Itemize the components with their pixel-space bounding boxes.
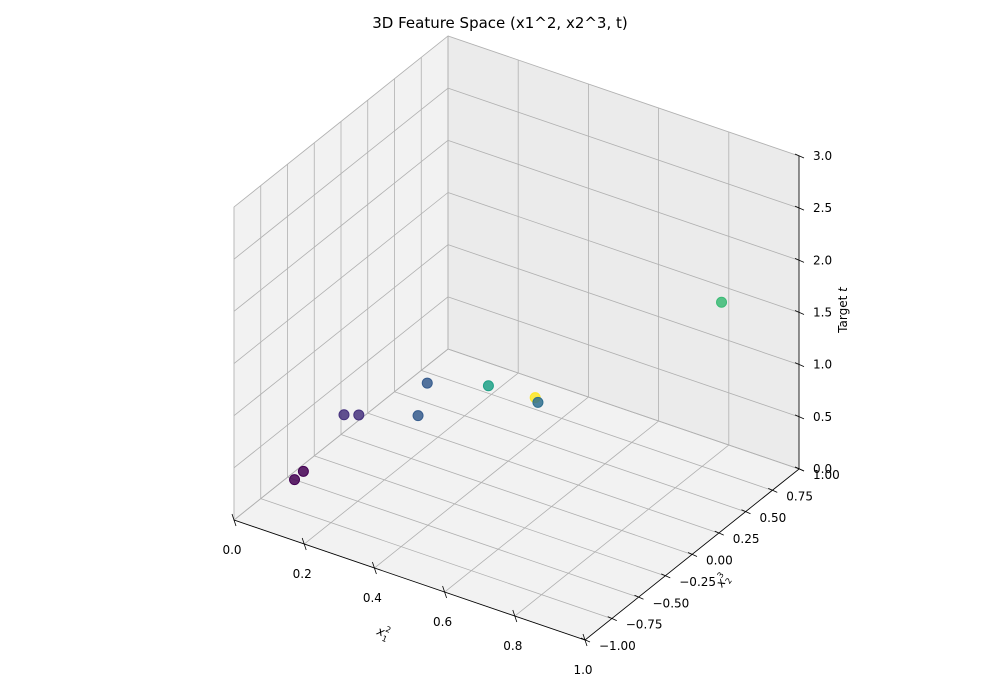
z-grid-left — [233, 348, 449, 521]
z-tick-mark — [794, 414, 805, 420]
y-tick-label: 0.50 — [760, 511, 787, 525]
x-tick-label: 0.8 — [503, 639, 522, 653]
y-tick-label: 0.25 — [733, 532, 760, 546]
z-tick-mark — [794, 310, 805, 315]
y-grid-floor — [367, 412, 719, 534]
z-grid-back — [447, 296, 800, 418]
x-tick-mark — [512, 609, 518, 623]
z-tick-mark — [794, 205, 805, 211]
y-tick-mark — [607, 616, 617, 621]
data-point — [482, 380, 494, 392]
y-tick-mark — [580, 637, 591, 643]
z-grid-back — [447, 87, 800, 209]
z-tick-mark — [794, 153, 805, 159]
z-tick-mark — [794, 466, 805, 472]
z-grid-left — [233, 192, 449, 364]
z-tick-label: 0.5 — [813, 410, 832, 424]
axis-group: 0.0 0.2 0.4 0.6 0.8 1.0 −1.00 −0.75 −0.50 −0.25 0.… — [222, 149, 839, 677]
data-point — [716, 296, 728, 308]
x-tick-mark — [372, 561, 377, 575]
x-tick-label: 0.0 — [222, 543, 241, 557]
data-point — [297, 465, 309, 477]
y-axis-label: x23 — [711, 570, 734, 592]
points-group — [289, 296, 728, 486]
pane-group — [232, 34, 801, 641]
y-tick-label: 1.00 — [813, 468, 840, 482]
y-tick-mark — [741, 509, 751, 515]
y-tick-label: −0.50 — [653, 596, 690, 610]
x-tick-label: 0.6 — [433, 615, 452, 629]
z-grid-back — [447, 139, 800, 261]
z-tick-mark — [794, 257, 805, 263]
y-tick-mark — [714, 530, 724, 536]
y-tick-label: −0.25 — [679, 575, 716, 589]
x-tick-label: 0.2 — [293, 567, 312, 581]
data-point — [338, 409, 350, 421]
x-tick-label: 0.4 — [363, 591, 382, 605]
x-tick-mark — [442, 585, 447, 599]
z-tick-label: 0.0 — [813, 462, 832, 476]
z-grid-left — [233, 296, 449, 469]
z-grid-back — [447, 192, 800, 313]
chart-title: 3D Feature Space (x1^2, x2^3, t) — [372, 14, 628, 32]
data-point — [289, 474, 301, 486]
x-axis-label: x12 — [373, 622, 392, 645]
y-tick-mark — [768, 488, 778, 493]
z-tick-label: 3.0 — [813, 149, 832, 163]
z-grid-left — [233, 140, 449, 312]
z-grid-left — [233, 244, 449, 416]
y-grid-floor — [314, 455, 666, 577]
y-grid-floor — [340, 434, 693, 555]
z-grid-back — [447, 244, 800, 366]
z-grid-back — [447, 35, 800, 157]
data-point — [353, 409, 365, 421]
x-tick-label: 1.0 — [573, 663, 592, 677]
y-tick-mark — [634, 594, 644, 600]
z-tick-label: 1.0 — [813, 358, 832, 372]
y-tick-mark — [687, 552, 698, 557]
z-tick-label: 1.5 — [813, 306, 832, 320]
y-tick-label: −1.00 — [599, 639, 636, 653]
data-point — [532, 396, 544, 408]
z-grid-back — [447, 348, 800, 470]
y-tick-mark — [661, 573, 671, 579]
z-tick-label: 2.0 — [813, 253, 832, 267]
z-tick-label: 2.5 — [813, 201, 832, 215]
y-grid-floor — [287, 476, 639, 598]
z-axis-label: Target t — [836, 286, 850, 334]
y-tick-label: 0.75 — [786, 489, 813, 503]
x-tick-mark — [231, 513, 237, 527]
data-point — [421, 377, 433, 389]
y-grid-floor — [260, 498, 612, 620]
y-grid-floor — [421, 369, 773, 491]
data-point — [412, 410, 424, 422]
x-axis-line — [233, 519, 586, 641]
grid-group — [233, 35, 800, 641]
y-grid-floor — [394, 391, 746, 513]
z-grid-left — [233, 35, 449, 208]
y-tick-label: 0.00 — [706, 554, 733, 568]
z-tick-mark — [794, 362, 805, 368]
z-grid-left — [233, 87, 449, 260]
y-tick-label: −0.75 — [626, 618, 663, 632]
x-tick-mark — [301, 537, 307, 551]
